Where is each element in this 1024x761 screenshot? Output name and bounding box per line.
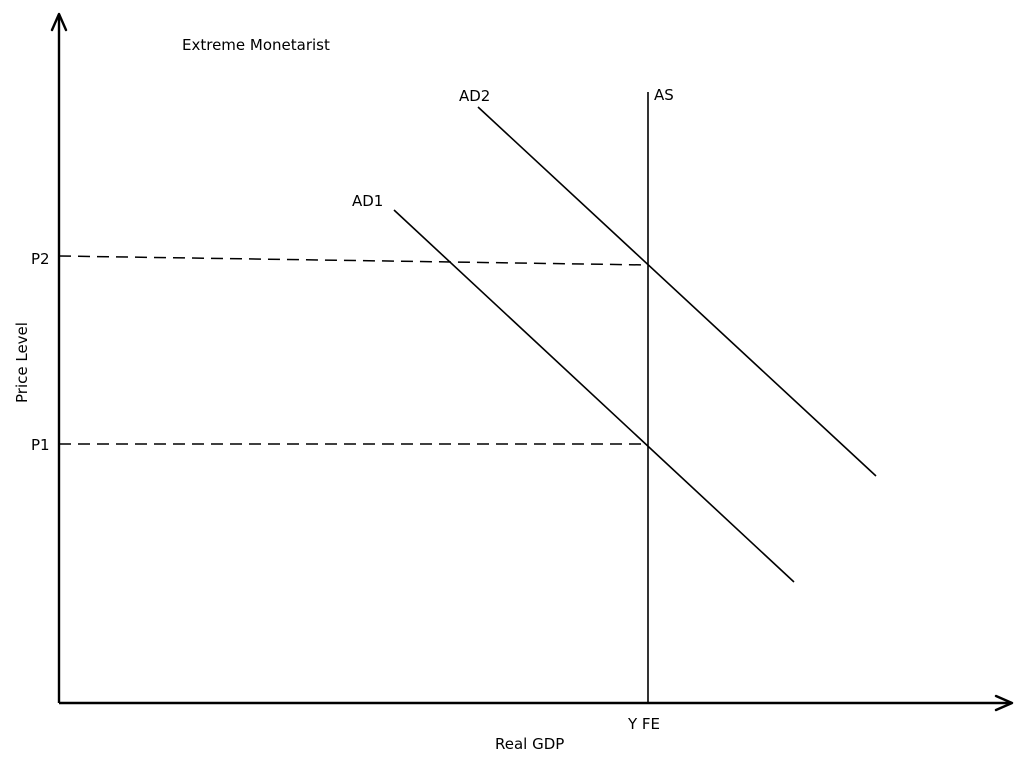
diagram-title: Extreme Monetarist <box>182 36 330 54</box>
x-axis-label: Real GDP <box>495 735 564 753</box>
p2-guide-line <box>58 255 649 266</box>
p2-label: P2 <box>31 250 50 268</box>
as-label: AS <box>654 86 674 104</box>
yfe-label: Y FE <box>627 715 660 733</box>
y-axis-label: Price Level <box>13 322 31 403</box>
ad1-line <box>393 209 795 583</box>
ad1-label: AD1 <box>352 192 383 210</box>
ad2-label: AD2 <box>459 87 490 105</box>
x-axis-arrow-icon <box>994 694 1014 712</box>
p1-label: P1 <box>31 436 50 454</box>
ad2-line <box>477 106 877 477</box>
y-axis-arrow-icon <box>50 12 68 32</box>
